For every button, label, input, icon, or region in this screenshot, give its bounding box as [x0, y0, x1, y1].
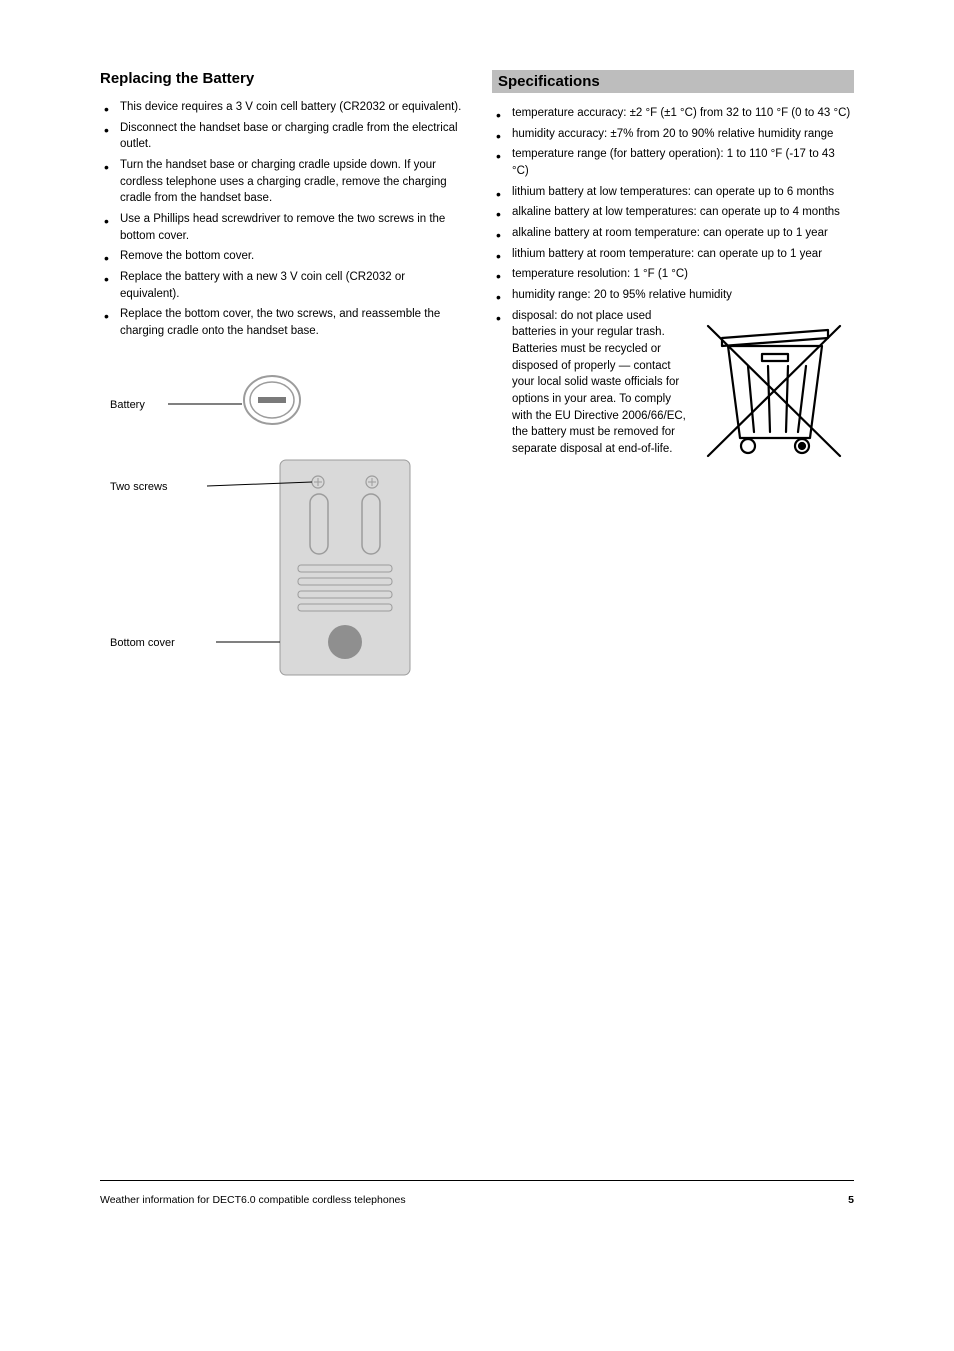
right-bullet: lithium battery at low temperatures: can… — [492, 184, 854, 201]
bottom-cover-icon — [280, 460, 410, 675]
two-column-layout: Replacing the Battery This device requir… — [100, 70, 854, 705]
footer-left-text: Weather information for DECT6.0 compatib… — [100, 1194, 406, 1206]
left-bullet: Replace the battery with a new 3 V coin … — [100, 269, 462, 302]
footer-page-number: 5 — [848, 1194, 854, 1206]
battery-label: Battery — [110, 399, 145, 411]
right-bullet: temperature resolution: 1 °F (1 °C) — [492, 266, 854, 283]
left-bullet: Disconnect the handset base or charging … — [100, 120, 462, 153]
right-bullet: humidity accuracy: ±7% from 20 to 90% re… — [492, 126, 854, 143]
right-bullet: temperature range (for battery operation… — [492, 146, 854, 179]
right-bullets: temperature accuracy: ±2 °F (±1 °C) from… — [492, 105, 854, 458]
right-bullet: lithium battery at room temperature: can… — [492, 246, 854, 263]
right-bullet: alkaline battery at low temperatures: ca… — [492, 204, 854, 221]
battery-icon — [244, 376, 300, 424]
battery-diagram: Battery — [110, 360, 462, 705]
diagram-svg: Battery — [110, 360, 430, 700]
weee-crossed-bin-icon — [690, 308, 860, 473]
left-heading: Replacing the Battery — [100, 70, 462, 87]
screws-label: Two screws — [110, 481, 168, 493]
right-bullet: alkaline battery at room temperature: ca… — [492, 225, 854, 242]
left-bullet: Use a Phillips head screwdriver to remov… — [100, 211, 462, 244]
left-bullet: Remove the bottom cover. — [100, 248, 462, 265]
footer-rule — [100, 1180, 854, 1181]
left-bullet: Replace the bottom cover, the two screws… — [100, 306, 462, 339]
right-bullet: humidity range: 20 to 95% relative humid… — [492, 287, 854, 304]
left-bullet: This device requires a 3 V coin cell bat… — [100, 99, 462, 116]
right-heading: Specifications — [492, 70, 854, 93]
right-bullet-disposal: disposal: do not place used batteries in… — [492, 308, 854, 458]
right-bullet: temperature accuracy: ±2 °F (±1 °C) from… — [492, 105, 854, 122]
left-bullet: Turn the handset base or charging cradle… — [100, 157, 462, 207]
left-column: Replacing the Battery This device requir… — [100, 70, 462, 705]
left-bullets: This device requires a 3 V coin cell bat… — [100, 99, 462, 340]
page: Replacing the Battery This device requir… — [0, 0, 954, 1351]
right-column: Specifications temperature accuracy: ±2 … — [492, 70, 854, 705]
cover-label: Bottom cover — [110, 637, 175, 649]
disposal-text: disposal: do not place used batteries in… — [512, 308, 686, 458]
